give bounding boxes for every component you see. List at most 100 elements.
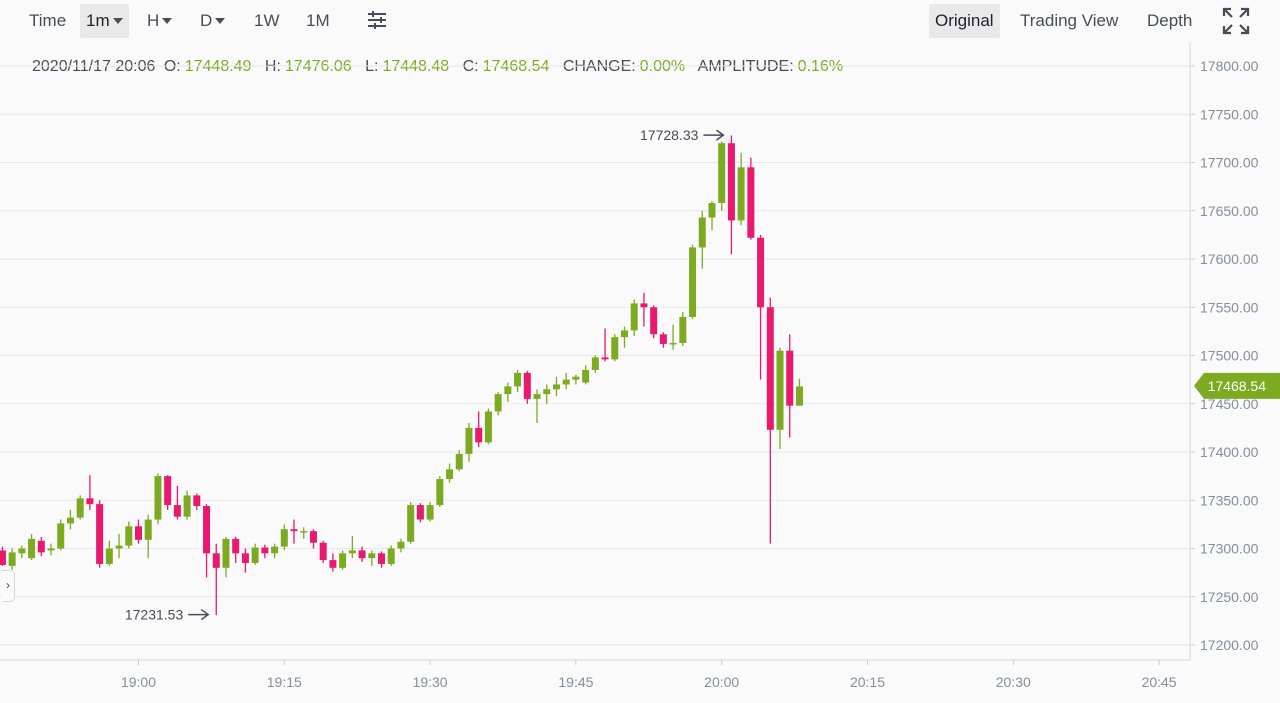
- candle-body: [290, 529, 298, 532]
- candle-body: [144, 519, 152, 540]
- candle-body: [241, 553, 249, 563]
- candle-body: [203, 506, 211, 554]
- candle-body: [8, 552, 16, 566]
- candle-body: [737, 167, 745, 221]
- x-tick-label: 19:45: [558, 674, 593, 690]
- candle-body: [591, 357, 599, 370]
- candle-body: [232, 538, 240, 554]
- view-depth-tab[interactable]: Depth: [1147, 11, 1193, 30]
- candle-body: [37, 540, 45, 553]
- chevron-right-icon[interactable]: ›: [2, 570, 15, 602]
- candle-body: [504, 386, 512, 395]
- caret-down-icon: [215, 17, 226, 24]
- expand-icon[interactable]: [1222, 7, 1250, 35]
- time-label: Time: [29, 11, 67, 30]
- candle-body: [222, 538, 230, 568]
- candle-body: [47, 548, 55, 551]
- candle-body: [562, 379, 570, 385]
- candle-body: [125, 526, 133, 546]
- candle-body: [319, 542, 327, 561]
- candle-body: [164, 476, 172, 506]
- candle-body: [494, 394, 502, 412]
- candle-body: [776, 350, 784, 430]
- x-tick-label: 20:00: [704, 674, 739, 690]
- candle-body: [96, 504, 104, 564]
- y-tick-label: 17450.00: [1200, 396, 1259, 412]
- last-price-tag: [1194, 372, 1280, 399]
- max-price-label: 17728.33: [640, 127, 699, 143]
- caret-down-icon: [162, 17, 173, 24]
- candle-body: [193, 495, 201, 507]
- candle-body: [484, 411, 492, 443]
- candle-body: [552, 384, 560, 390]
- candle-body: [397, 541, 405, 549]
- candle-body: [387, 548, 395, 564]
- caret-down-icon: [112, 17, 123, 24]
- candle-body: [309, 531, 317, 543]
- candle-body: [630, 303, 638, 331]
- candle-body: [76, 498, 84, 518]
- candle-body: [300, 531, 308, 533]
- candle-body: [339, 553, 347, 568]
- candle-body: [689, 247, 697, 317]
- candle-body: [514, 372, 522, 387]
- candle-body: [378, 553, 385, 564]
- x-tick-label: 19:00: [121, 674, 156, 690]
- candle-body: [659, 334, 667, 344]
- candle-body: [183, 495, 191, 517]
- candle-body: [465, 427, 473, 454]
- candle-body: [0, 550, 6, 565]
- y-tick-label: 17550.00: [1200, 299, 1259, 315]
- interval-hour-dropdown[interactable]: H: [147, 4, 173, 38]
- candle-body: [86, 498, 94, 505]
- candle-body: [650, 307, 658, 335]
- y-tick-label: 17750.00: [1200, 106, 1259, 122]
- view-trading-tab[interactable]: Trading View: [1020, 11, 1119, 30]
- sliders-icon[interactable]: [366, 9, 388, 33]
- candle-body: [601, 357, 609, 360]
- candle-body: [18, 548, 26, 554]
- candle-body: [757, 237, 765, 308]
- candle-body: [786, 350, 794, 406]
- candle-body: [572, 376, 580, 380]
- y-tick-label: 17600.00: [1200, 251, 1259, 267]
- view-original-tab[interactable]: Original: [929, 4, 1000, 38]
- candle-body: [621, 330, 628, 338]
- y-tick-label: 17200.00: [1200, 637, 1259, 653]
- candle-body: [135, 526, 142, 540]
- candle-body: [416, 505, 424, 520]
- x-tick-label: 19:30: [413, 674, 448, 690]
- interval-day-dropdown[interactable]: D: [200, 4, 226, 38]
- candle-body: [611, 337, 619, 360]
- candle-body: [105, 548, 113, 564]
- candle-body: [727, 143, 735, 221]
- min-price-arrow-icon: [200, 608, 210, 621]
- y-tick-label: 17650.00: [1200, 203, 1259, 219]
- candle-body: [533, 394, 541, 399]
- candle-body: [251, 547, 259, 563]
- candle-body: [640, 303, 648, 308]
- x-tick-label: 20:45: [1142, 674, 1177, 690]
- y-tick-label: 17350.00: [1200, 492, 1259, 508]
- candle-body: [154, 476, 162, 520]
- candle-body: [28, 538, 36, 559]
- interval-month-button[interactable]: 1M: [306, 11, 330, 30]
- candle-body: [543, 389, 551, 395]
- candle-body: [348, 550, 356, 554]
- candle-body: [795, 386, 803, 406]
- candle-body: [446, 469, 454, 480]
- candle-body: [718, 143, 726, 204]
- candle-body: [280, 529, 288, 547]
- candle-body: [436, 479, 444, 506]
- y-tick-label: 17800.00: [1200, 58, 1259, 74]
- candle-body: [271, 546, 279, 554]
- interval-1m-dropdown[interactable]: 1m: [80, 4, 129, 38]
- candle-body: [261, 547, 269, 554]
- candle-body: [669, 342, 677, 345]
- candle-body: [407, 505, 415, 542]
- candle-body: [747, 167, 755, 238]
- interval-1m-label: 1m: [86, 11, 110, 30]
- interval-week-button[interactable]: 1W: [254, 11, 280, 30]
- candle-body: [475, 427, 483, 443]
